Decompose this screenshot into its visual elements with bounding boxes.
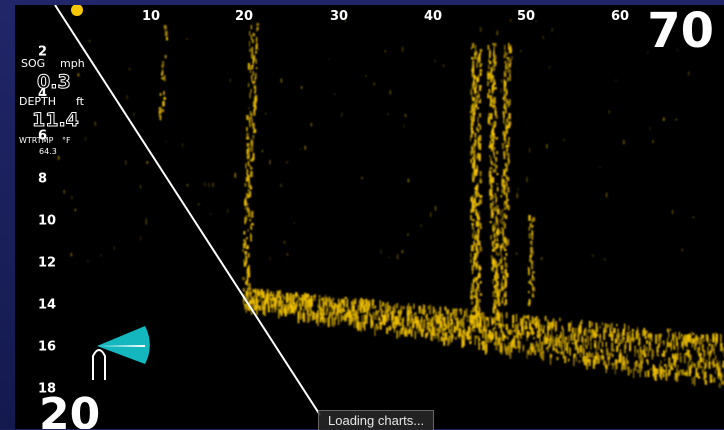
depth-scale-max: 20 (39, 389, 101, 429)
range-scale-max: 70 (647, 5, 714, 59)
sonar-view[interactable]: 10 20 30 40 50 60 2 4 6 8 10 12 14 16 18… (15, 5, 724, 429)
depth-tick-18: 18 (38, 381, 57, 397)
range-tick-30: 30 (329, 9, 349, 24)
depth-label: DEPTH (19, 95, 57, 108)
wtrtmp-label: WTRTMP (19, 136, 54, 145)
boat-track-line (54, 5, 321, 416)
sog-unit: mph (60, 57, 85, 70)
depth-tick-14: 14 (38, 297, 57, 313)
wtrtmp-value: 64.3 (39, 147, 57, 156)
depth-tick-2: 2 (38, 44, 48, 60)
boat-icon (92, 349, 106, 380)
depth-tick-10: 10 (38, 213, 57, 229)
beam-icon (97, 326, 150, 364)
range-tick-10: 10 (141, 9, 161, 24)
wtrtmp-unit: °F (62, 136, 71, 145)
depth-tick-16: 16 (38, 339, 57, 355)
depth-unit: ft (76, 95, 84, 108)
depth-value: 11.4 (32, 109, 80, 132)
depth-tick-12: 12 (38, 255, 57, 271)
sonar-echo-canvas (54, 5, 724, 416)
depth-tick-4: 4 (38, 86, 48, 102)
range-tick-50: 50 (516, 9, 536, 24)
depth-tick-6: 6 (38, 128, 48, 144)
sog-label: SOG (21, 57, 46, 70)
range-tick-60: 60 (610, 9, 630, 24)
depth-tick-8: 8 (38, 171, 48, 187)
range-tick-40: 40 (423, 9, 443, 24)
sog-value: 0.3 (37, 71, 72, 94)
loading-charts-status: Loading charts... (318, 410, 435, 430)
cursor-marker (71, 5, 83, 16)
range-tick-20: 20 (234, 9, 254, 24)
